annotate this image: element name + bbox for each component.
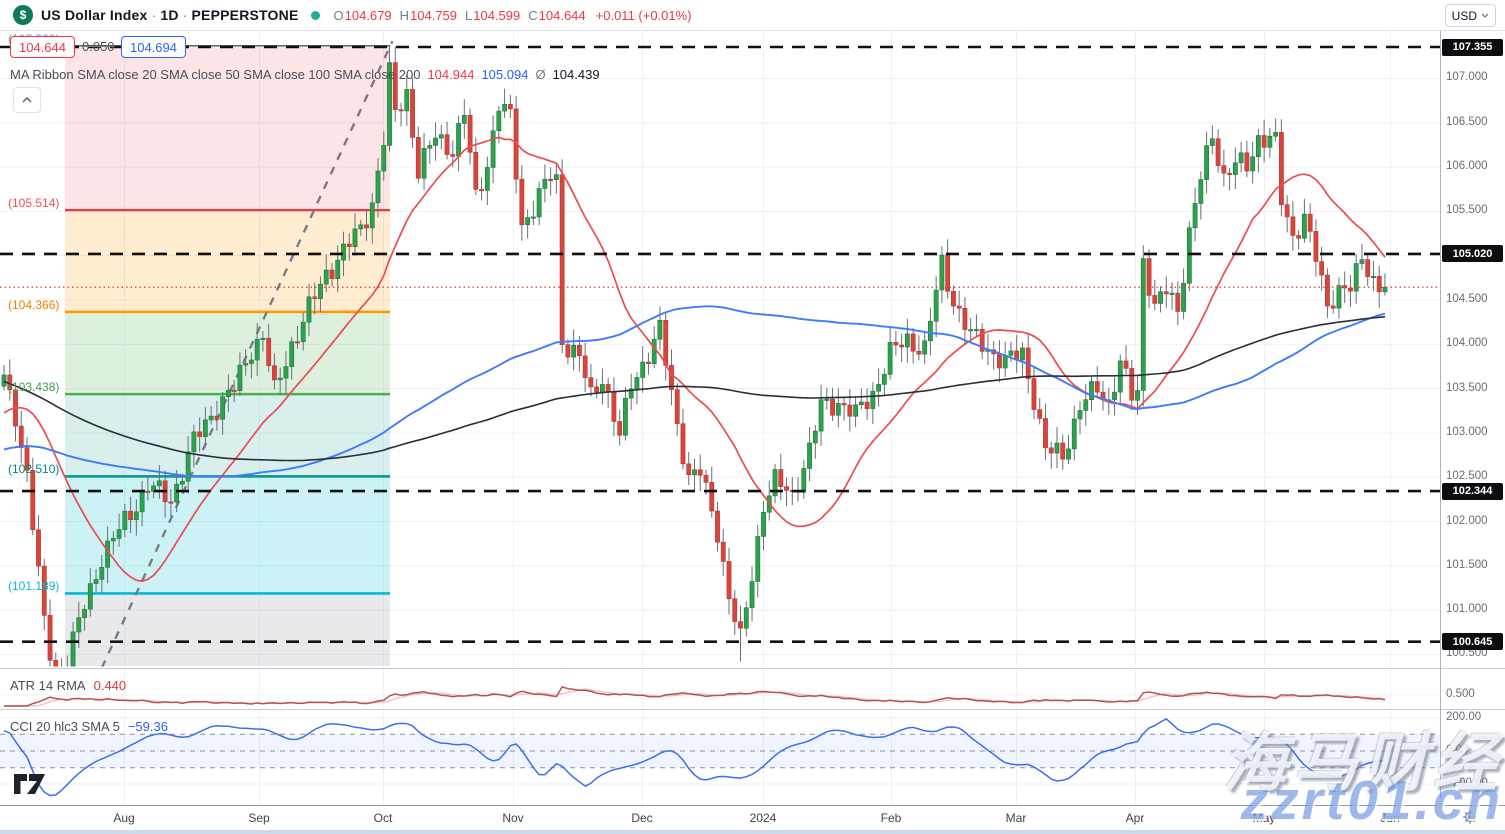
atr-title: ATR 14 RMA xyxy=(10,678,86,693)
currency-label: USD xyxy=(1451,8,1477,23)
ma-ribbon-title: MA Ribbon SMA close 20 SMA close 50 SMA … xyxy=(10,67,421,82)
tradingview-logo-icon[interactable] xyxy=(12,772,48,796)
chevron-down-icon xyxy=(1481,13,1489,18)
top-toolbar: $ US Dollar Index · 1D · PEPPERSTONE O104.67… xyxy=(0,0,1505,31)
low-value: 104.599 xyxy=(473,7,521,23)
atr-value: 0.440 xyxy=(93,678,127,693)
symbol-logo-icon[interactable]: $ xyxy=(13,5,33,25)
symbol-name[interactable]: US Dollar Index xyxy=(41,7,148,23)
high-label: H xyxy=(399,7,410,23)
legend-collapse-button[interactable] xyxy=(13,87,41,113)
open-label: O xyxy=(333,7,344,23)
chevron-up-icon xyxy=(22,97,32,103)
ma-ribbon-value-1: 104.944 xyxy=(427,67,475,82)
atr-legend[interactable]: ATR 14 RMA 0.440 xyxy=(10,678,126,693)
cci-value: −59.36 xyxy=(127,719,168,734)
timeframe[interactable]: 1D xyxy=(160,7,179,23)
position-target-price-box[interactable]: 104.694 xyxy=(121,36,186,58)
title-separator: · xyxy=(182,7,188,23)
ohlc-readout: O104.679 H104.759 L104.599 C104.644 +0.0… xyxy=(334,8,692,23)
cci-title: CCI 20 hlc3 SMA 5 xyxy=(10,719,120,734)
high-value: 104.759 xyxy=(410,7,458,23)
symbol-title[interactable]: US Dollar Index · 1D · PEPPERSTONE xyxy=(41,7,299,23)
ma-ribbon-value-2: 105.094 xyxy=(481,67,529,82)
close-label: C xyxy=(528,7,538,23)
open-value: 104.679 xyxy=(344,7,392,23)
position-entry-price-box[interactable]: 104.644 xyxy=(10,36,75,58)
position-qty-label[interactable]: 0.050 xyxy=(82,38,115,54)
market-status-icon[interactable] xyxy=(310,10,320,20)
settings-gear-icon[interactable] xyxy=(1461,808,1479,826)
exchange-name[interactable]: PEPPERSTONE xyxy=(191,7,299,23)
low-label: L xyxy=(465,7,473,23)
ma-ribbon-legend[interactable]: MA Ribbon SMA close 20 SMA close 50 SMA … xyxy=(10,67,600,82)
title-separator: · xyxy=(151,7,157,23)
cci-legend[interactable]: CCI 20 hlc3 SMA 5 −59.36 xyxy=(10,719,168,734)
change-value: +0.011 (+0.01%) xyxy=(595,7,692,23)
close-value: 104.644 xyxy=(538,7,586,23)
ma-ribbon-average-value: 104.439 xyxy=(552,67,600,82)
ma-ribbon-average-symbol: Ø xyxy=(535,67,546,82)
currency-dropdown[interactable]: USD xyxy=(1444,4,1496,27)
